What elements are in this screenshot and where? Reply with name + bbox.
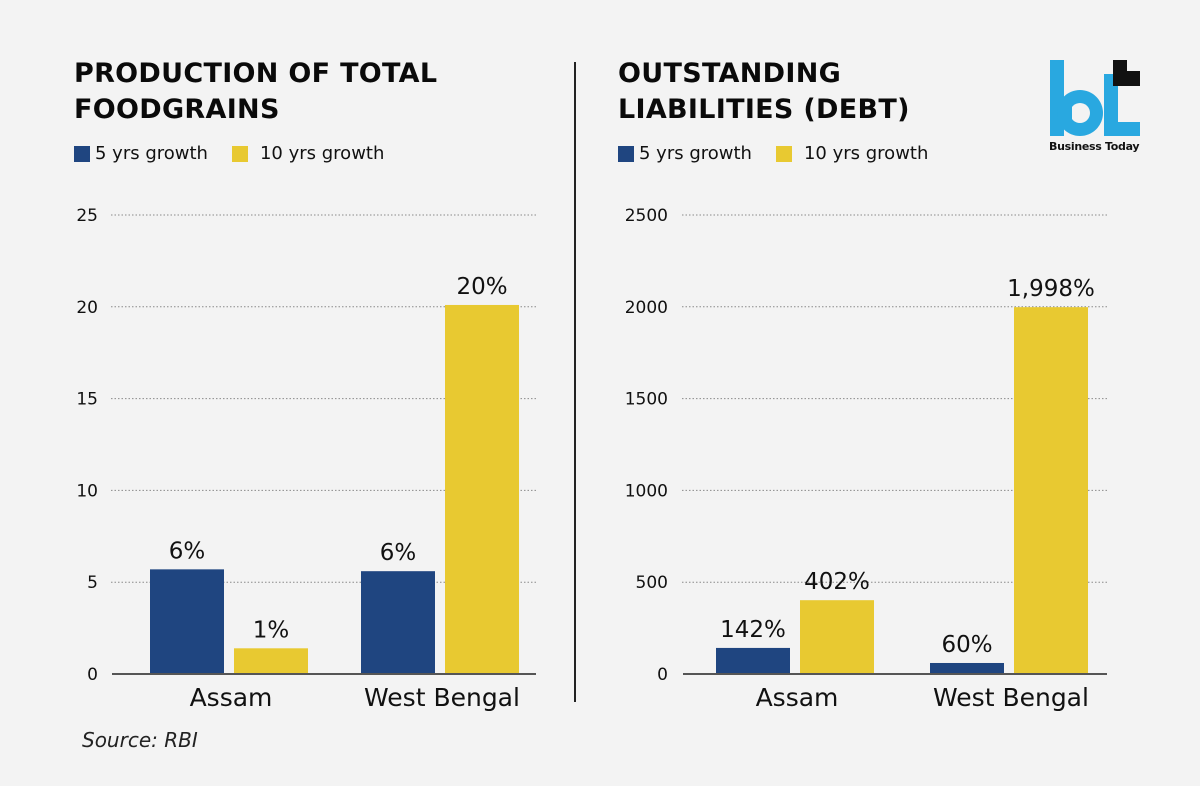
- data-label: 6%: [380, 540, 417, 566]
- legend-label-10yr: 10 yrs growth: [259, 143, 385, 164]
- y-tick-label: 2000: [625, 298, 668, 318]
- data-label: 142%: [720, 617, 786, 643]
- legend-debt: 5 yrs growth 10 yrs growth: [618, 143, 952, 164]
- source-note: Source: RBI: [82, 728, 198, 752]
- y-tick-label: 20: [76, 298, 98, 318]
- y-tick-label: 5: [87, 573, 98, 593]
- x-category-label: West Bengal: [933, 683, 1089, 712]
- chart-title-debt: OUTSTANDING LIABILITIES (DEBT): [618, 58, 910, 125]
- data-label: 1,998%: [1007, 276, 1095, 302]
- legend-item-5yr: 5 yrs growth: [618, 143, 752, 164]
- legend-item-10yr: 10 yrs growth: [231, 143, 385, 164]
- chart-divider: [574, 62, 576, 702]
- bar-10yr-west-bengal: [1014, 307, 1088, 674]
- y-tick-label: 1500: [625, 390, 668, 410]
- business-today-logo: [1050, 60, 1140, 136]
- bar-5yr-assam: [150, 569, 224, 674]
- legend-label-5yr: 5 yrs growth: [95, 143, 208, 164]
- legend-swatch-5yr: [618, 145, 634, 162]
- legend-item-10yr: 10 yrs growth: [775, 143, 929, 164]
- data-label: 60%: [941, 632, 992, 658]
- bar-10yr-assam: [234, 648, 308, 674]
- legend-foodgrains: 5 yrs growth 10 yrs growth: [74, 143, 408, 164]
- legend-label-10yr: 10 yrs growth: [803, 143, 929, 164]
- bt-logo-icon: [1050, 60, 1140, 136]
- chart-title-foodgrains: PRODUCTION OF TOTAL FOODGRAINS: [74, 58, 438, 125]
- y-tick-label: 25: [76, 206, 98, 226]
- data-label: 1%: [253, 617, 290, 643]
- bar-5yr-west-bengal: [361, 571, 435, 674]
- y-tick-label: 0: [657, 665, 668, 685]
- bar-10yr-assam: [800, 600, 874, 674]
- legend-swatch-5yr: [74, 145, 90, 162]
- y-tick-label: 500: [636, 573, 668, 593]
- legend-swatch-10yr: [231, 145, 248, 162]
- bar-5yr-west-bengal: [930, 662, 1004, 674]
- legend-swatch-10yr: [775, 145, 792, 162]
- legend-label-5yr: 5 yrs growth: [639, 143, 752, 164]
- brand-name: Business Today: [1049, 140, 1140, 153]
- x-category-label: Assam: [756, 683, 839, 712]
- y-tick-label: 1000: [625, 481, 668, 501]
- legend-item-5yr: 5 yrs growth: [74, 143, 208, 164]
- bar-5yr-assam: [716, 647, 790, 674]
- y-tick-label: 15: [76, 390, 98, 410]
- data-label: 402%: [804, 569, 870, 595]
- x-category-label: Assam: [190, 683, 273, 712]
- x-category-label: West Bengal: [364, 683, 520, 712]
- y-tick-label: 0: [87, 665, 98, 685]
- y-tick-label: 2500: [625, 206, 668, 226]
- data-label: 6%: [169, 538, 206, 564]
- data-label: 20%: [456, 274, 507, 300]
- y-tick-label: 10: [76, 481, 98, 501]
- bar-10yr-west-bengal: [445, 304, 519, 674]
